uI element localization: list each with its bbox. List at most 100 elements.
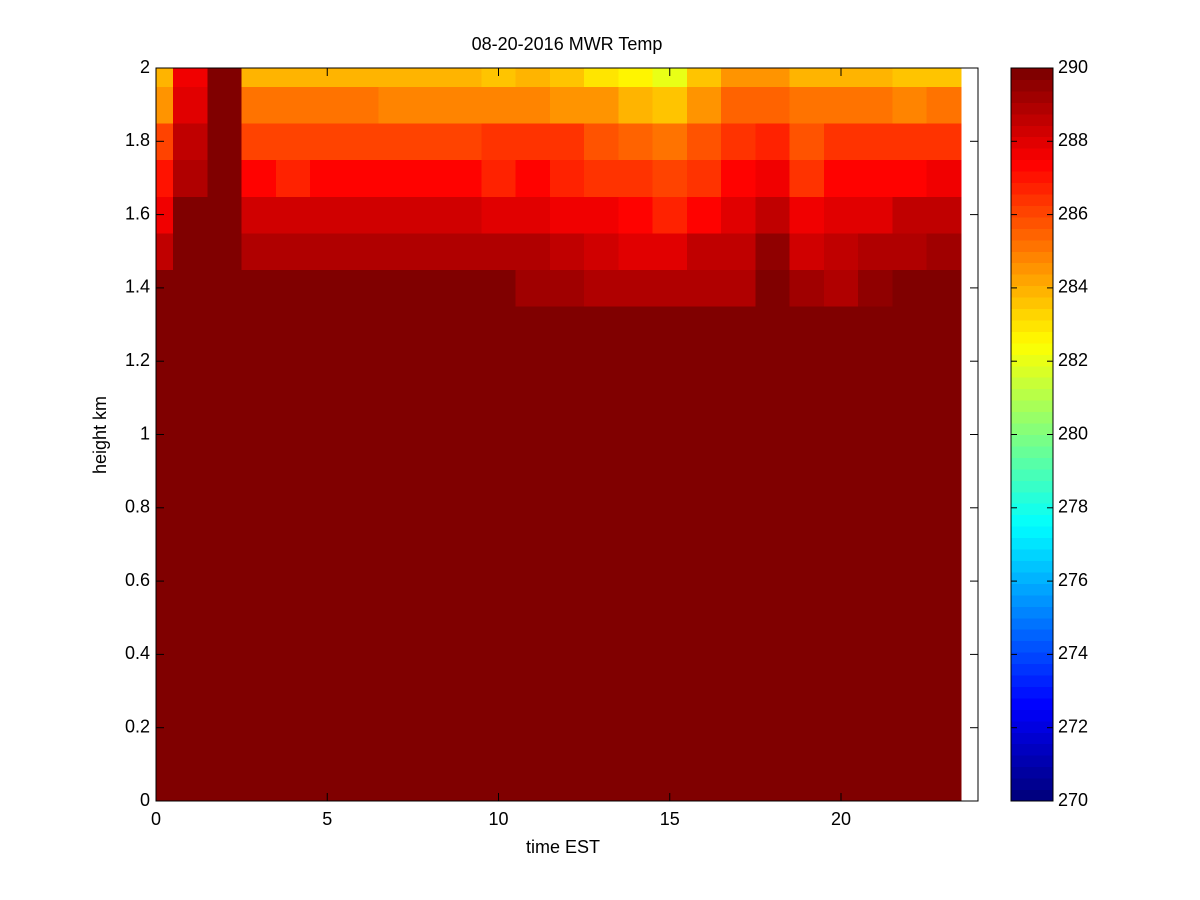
heatmap-cell [789, 526, 825, 564]
heatmap-cell [755, 232, 791, 271]
heatmap-cell [549, 599, 585, 637]
heatmap-cell [892, 379, 928, 417]
heatmap-cell [173, 342, 208, 381]
heatmap-cell [310, 489, 345, 527]
colorbar-swatch [1011, 377, 1053, 390]
heatmap-cell [378, 416, 414, 454]
heatmap-cell [344, 68, 380, 87]
heatmap-cell [310, 159, 345, 197]
heatmap-cell [926, 269, 962, 307]
heatmap-cell [173, 122, 208, 161]
heatmap-cell [755, 379, 791, 417]
heatmap-cell [584, 562, 619, 600]
heatmap-cell [447, 599, 482, 637]
heatmap-cell [652, 86, 688, 124]
colorbar-swatch [1011, 594, 1053, 607]
heatmap-cell [858, 269, 893, 307]
heatmap-cell [412, 636, 448, 674]
heatmap-cell [858, 232, 893, 271]
heatmap-cell [378, 672, 414, 710]
heatmap-cell [515, 489, 551, 527]
heatmap-cell [926, 562, 962, 600]
heatmap-cell [378, 232, 414, 271]
heatmap-cell [173, 416, 208, 454]
heatmap-cell [549, 636, 585, 674]
heatmap-cell [755, 196, 791, 234]
heatmap-cell [892, 196, 928, 234]
heatmap-cell [652, 232, 688, 271]
heatmap-cell [926, 232, 962, 271]
heatmap-cell [584, 599, 619, 637]
heatmap-cell [789, 68, 825, 87]
y-tick-label: 1.4 [125, 277, 150, 297]
heatmap-cell [549, 746, 585, 784]
heatmap-cell [344, 232, 380, 271]
heatmap-cell [858, 342, 893, 381]
heatmap-cell [686, 599, 722, 637]
heatmap-cell [789, 306, 825, 344]
heatmap-cell [412, 709, 448, 747]
heatmap-cell [823, 269, 859, 307]
y-tick-label: 1.2 [125, 350, 150, 370]
heatmap-cell [412, 489, 448, 527]
heatmap-cell [652, 599, 688, 637]
heatmap-cell [926, 159, 962, 197]
heatmap-cell [481, 196, 517, 234]
heatmap-cell [686, 68, 722, 87]
heatmap-cell [892, 782, 928, 802]
colorbar-swatch [1011, 743, 1053, 756]
heatmap-cell [412, 269, 448, 307]
heatmap-cell [515, 379, 551, 417]
heatmap-cell [275, 599, 311, 637]
colorbar-swatch [1011, 193, 1053, 206]
heatmap-cell [858, 709, 893, 747]
heatmap-cell [378, 122, 414, 161]
heatmap-cell [207, 122, 243, 161]
heatmap-cell [207, 68, 243, 87]
heatmap-cell [156, 489, 174, 527]
heatmap-cell [275, 416, 311, 454]
heatmap-cell [823, 159, 859, 197]
heatmap-cell [858, 489, 893, 527]
heatmap-cell [412, 232, 448, 271]
heatmap-cell [447, 342, 482, 381]
heatmap-cell [789, 452, 825, 490]
heatmap-cell [241, 306, 277, 344]
colorbar-swatch [1011, 663, 1053, 676]
heatmap-cell [789, 746, 825, 784]
heatmap-cell [721, 672, 756, 710]
heatmap-cell [686, 452, 722, 490]
heatmap-cell [721, 562, 756, 600]
heatmap-cell [892, 489, 928, 527]
colorbar-swatch [1011, 445, 1053, 458]
heatmap-cell [344, 452, 380, 490]
heatmap-cell [823, 86, 859, 124]
heatmap-cell [412, 526, 448, 564]
heatmap-cell [241, 232, 277, 271]
heatmap-cell [412, 452, 448, 490]
heatmap-cell [207, 379, 243, 417]
heatmap-cell [686, 379, 722, 417]
heatmap-cell [241, 86, 277, 124]
heatmap-cell [755, 452, 791, 490]
heatmap-cell [275, 159, 311, 197]
heatmap-cell [892, 636, 928, 674]
heatmap-cell [584, 122, 619, 161]
heatmap-cell [721, 526, 756, 564]
heatmap-cell [207, 306, 243, 344]
heatmap-cell [652, 672, 688, 710]
heatmap-cell [378, 196, 414, 234]
heatmap-cell [686, 636, 722, 674]
heatmap-cell [207, 526, 243, 564]
heatmap-cell [344, 526, 380, 564]
heatmap-cell [515, 342, 551, 381]
y-tick-label: 0 [140, 790, 150, 810]
heatmap-cell [823, 526, 859, 564]
colorbar-swatch [1011, 560, 1053, 573]
colorbar-swatch [1011, 90, 1053, 103]
heatmap-cell [686, 562, 722, 600]
heatmap-cell [584, 342, 619, 381]
heatmap-cell [926, 746, 962, 784]
heatmap-cell [481, 232, 517, 271]
heatmap-cell [926, 636, 962, 674]
